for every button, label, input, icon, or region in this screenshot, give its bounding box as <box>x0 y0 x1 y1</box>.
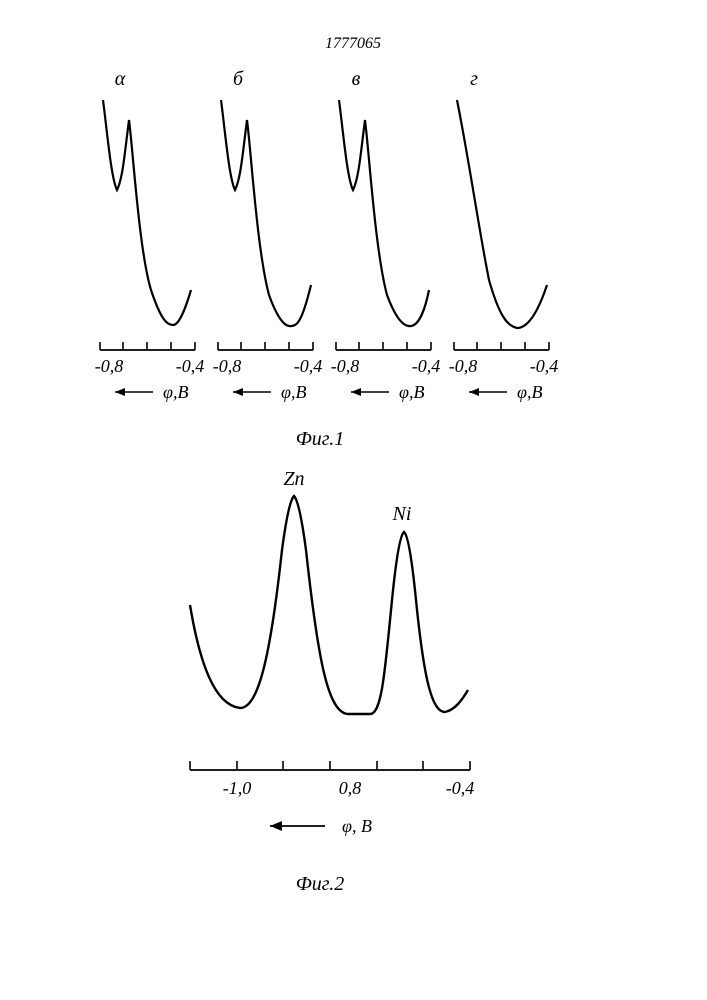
fig2-axis: -1,0 0,8 -0,4 φ, В <box>190 761 474 836</box>
arrow-head-icon <box>270 821 282 831</box>
fig2: Zn Ni -1,0 0,8 -0,4 φ, В Фиг.2 <box>190 468 474 895</box>
xtick: -0,8 <box>95 356 124 376</box>
fig2-curve <box>190 496 468 714</box>
axis-d: -0,8 -0,4 φ,В <box>449 342 559 402</box>
axis-a: -0,8 -0,4 φ,В <box>95 342 205 402</box>
xlabel: φ,В <box>163 382 188 402</box>
panel-label-b: б <box>233 68 244 90</box>
xlabel: φ,В <box>281 382 306 402</box>
xtick: -0,4 <box>412 356 441 376</box>
xtick: -0,4 <box>176 356 205 376</box>
page-number: 1777065 <box>325 35 381 52</box>
panel-label-c: в <box>352 68 361 90</box>
xtick: -0,4 <box>446 778 475 798</box>
xtick: -0,4 <box>530 356 559 376</box>
xlabel: φ,В <box>399 382 424 402</box>
panel-label-d: г <box>470 68 478 90</box>
xlabel: φ,В <box>517 382 542 402</box>
arrow-head-icon <box>469 388 479 396</box>
arrow-head-icon <box>233 388 243 396</box>
fig2-caption: Фиг.2 <box>296 873 345 895</box>
fig1-panel-b: б -0,8 -0,4 φ,В <box>213 68 323 402</box>
axis-b: -0,8 -0,4 φ,В <box>213 342 323 402</box>
curve-b <box>221 100 311 326</box>
fig1-panel-a: α -0,8 -0,4 φ,В <box>95 68 205 402</box>
curve-c <box>339 100 429 326</box>
xtick: -0,8 <box>331 356 360 376</box>
fig1-panel-d: г -0,8 -0,4 φ,В <box>449 68 559 402</box>
xlabel: φ, В <box>342 816 372 836</box>
xtick: -0,8 <box>213 356 242 376</box>
xtick: -1,0 <box>223 778 252 798</box>
peak-label-zn: Zn <box>283 468 304 490</box>
arrow-head-icon <box>115 388 125 396</box>
arrow-head-icon <box>351 388 361 396</box>
curve-d <box>457 100 547 328</box>
fig1-panel-c: в -0,8 -0,4 φ,В <box>331 68 441 402</box>
xtick: -0,8 <box>449 356 478 376</box>
fig1-caption: Фиг.1 <box>296 428 345 450</box>
curve-a <box>103 100 191 325</box>
xtick: -0,4 <box>294 356 323 376</box>
xtick: 0,8 <box>339 778 362 798</box>
fig1: α -0,8 -0,4 φ,В б <box>95 68 559 450</box>
peak-label-ni: Ni <box>392 503 412 525</box>
panel-label-a: α <box>115 68 126 90</box>
axis-c: -0,8 -0,4 φ,В <box>331 342 441 402</box>
